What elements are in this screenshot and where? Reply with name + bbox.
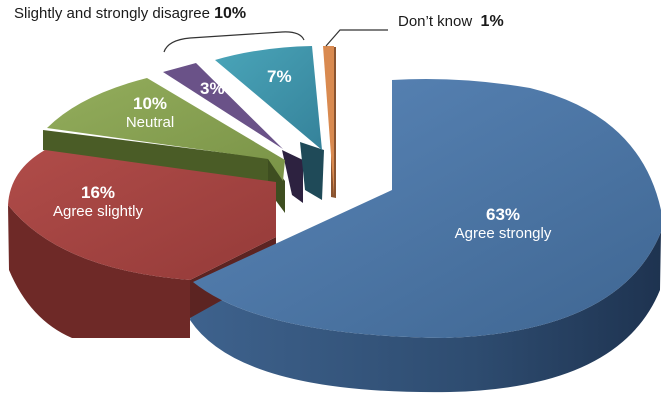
label-agree-strongly: 63% Agree strongly: [443, 205, 563, 242]
label-agree-slightly: 16% Agree slightly: [38, 183, 158, 220]
annotation-dont-know: Don’t know 1%: [398, 13, 504, 31]
annotation-disagree: Slightly and strongly disagree 10%: [14, 5, 246, 23]
label-disagree-strongly-value: 3%: [200, 79, 225, 99]
annotation-dont-know-text: Don’t know: [398, 13, 472, 30]
label-neutral-value: 10%: [110, 94, 190, 114]
annotation-disagree-value: 10%: [214, 5, 246, 22]
leader-dont-know: [326, 30, 388, 46]
slice-side-disagree-slightly: [300, 142, 324, 200]
label-neutral: 10% Neutral: [110, 94, 190, 131]
label-disagree-strongly: 3%: [200, 79, 225, 99]
label-agree-strongly-value: 63%: [443, 205, 563, 225]
slice-side-disagree-strongly: [282, 150, 303, 203]
slice-dont-know: [323, 46, 334, 196]
label-agree-slightly-value: 16%: [38, 183, 158, 203]
label-neutral-category: Neutral: [110, 114, 190, 131]
label-disagree-slightly: 7%: [267, 67, 292, 87]
label-agree-slightly-category: Agree slightly: [38, 203, 158, 220]
label-disagree-slightly-value: 7%: [267, 67, 292, 87]
annotation-disagree-text: Slightly and strongly disagree: [14, 5, 210, 22]
label-agree-strongly-category: Agree strongly: [443, 225, 563, 242]
annotation-dont-know-value: 1%: [481, 13, 504, 30]
